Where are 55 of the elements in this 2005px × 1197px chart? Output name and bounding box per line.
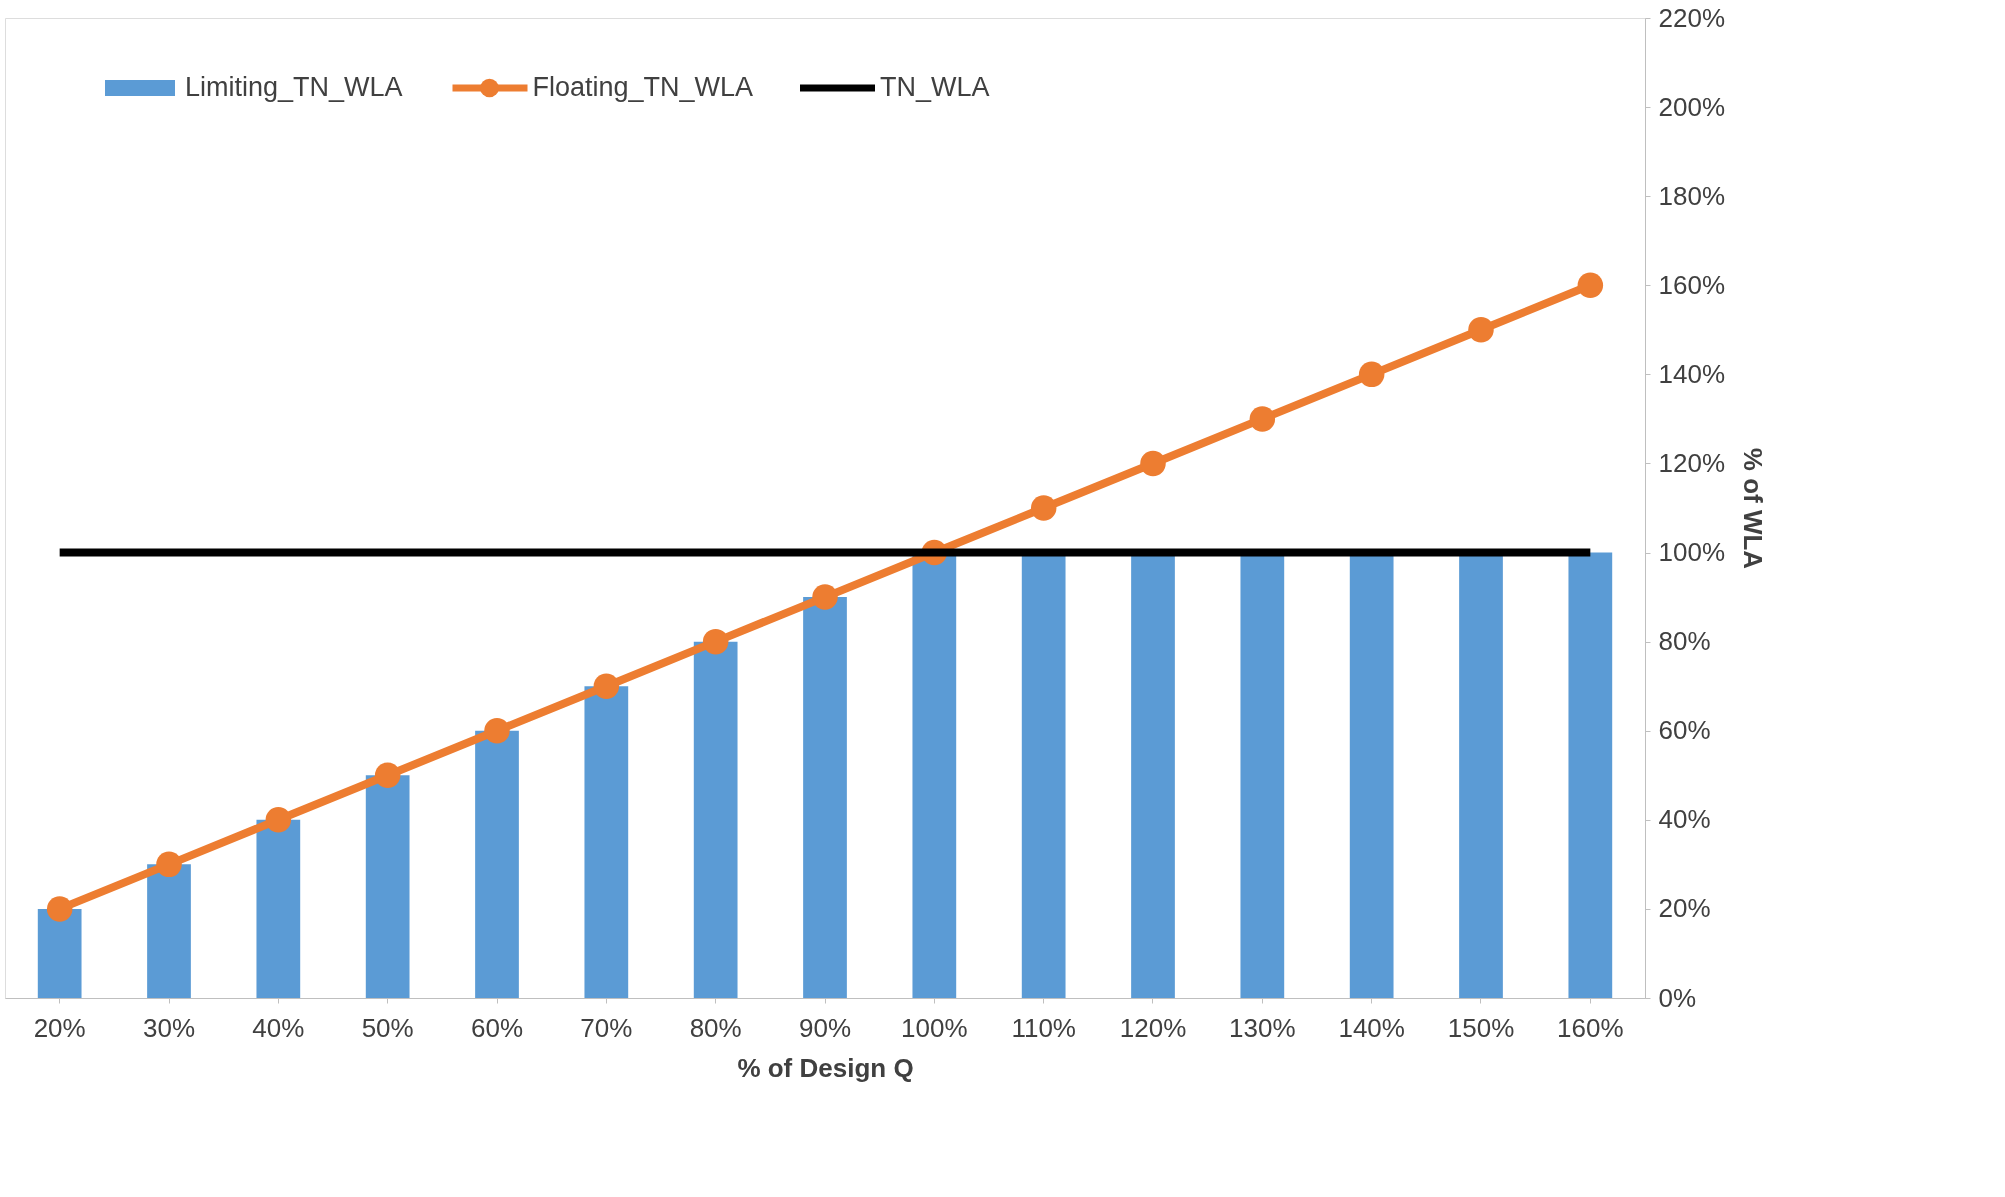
point <box>374 762 401 788</box>
point <box>265 807 292 833</box>
y-tick-label: 0% <box>1658 982 1697 1013</box>
x-tick-label: 110% <box>1011 1012 1076 1043</box>
x-tick-label: 60% <box>470 1012 524 1043</box>
bar <box>37 908 82 998</box>
y-tick-label: 160% <box>1658 269 1725 300</box>
point <box>1030 495 1057 521</box>
point <box>1577 272 1604 298</box>
x-tick-label: 50% <box>361 1012 414 1043</box>
y-tick-label: 20% <box>1658 893 1711 924</box>
x-tick-label: 90% <box>798 1012 852 1043</box>
y-tick-label: 40% <box>1658 804 1711 835</box>
bar <box>693 641 738 998</box>
x-axis-title: % of Design Q <box>737 1052 914 1083</box>
point <box>1140 450 1166 477</box>
point <box>1358 361 1385 388</box>
x-tick-label: 160% <box>1557 1012 1624 1043</box>
bar <box>1568 552 1613 998</box>
x-tick-label: 80% <box>689 1012 742 1043</box>
x-tick-label: 130% <box>1229 1012 1296 1043</box>
legend-label: Floating_TN_WLA <box>532 72 754 102</box>
y-tick-label: 180% <box>1658 180 1725 211</box>
x-tick-label: 100% <box>901 1012 968 1043</box>
x-tick-label: 70% <box>580 1012 633 1043</box>
point <box>593 673 620 699</box>
point <box>1468 317 1494 343</box>
x-tick-label: 30% <box>142 1012 196 1043</box>
y-tick-label: 140% <box>1658 358 1725 389</box>
y-tick-label: 100% <box>1658 537 1725 568</box>
y-tick-label: 200% <box>1658 91 1725 122</box>
y-tick-label: 120% <box>1658 447 1725 478</box>
bar <box>584 686 629 998</box>
x-tick-label: 40% <box>252 1012 305 1043</box>
legend-label: TN_WLA <box>880 72 990 102</box>
point <box>1249 406 1276 432</box>
y-tick-label: 80% <box>1658 626 1711 657</box>
y-tick-label: 60% <box>1658 715 1711 746</box>
point <box>156 851 182 878</box>
x-tick-label: 20% <box>33 1012 86 1043</box>
bar <box>365 775 410 998</box>
x-tick-label: 120% <box>1119 1012 1187 1043</box>
x-tick-label: 140% <box>1338 1012 1405 1043</box>
bar <box>475 730 519 998</box>
bar <box>256 819 301 998</box>
x-tick-label: 150% <box>1447 1012 1515 1043</box>
bar <box>147 864 191 998</box>
point <box>484 718 510 744</box>
y-axis-title: % of WLA <box>1738 447 1768 570</box>
point <box>812 584 838 610</box>
legend-label: Limiting_TN_WLA <box>185 72 403 102</box>
point <box>702 628 729 655</box>
y-tick-label: 220% <box>1658 2 1725 33</box>
point <box>46 896 73 922</box>
bar <box>803 597 847 998</box>
